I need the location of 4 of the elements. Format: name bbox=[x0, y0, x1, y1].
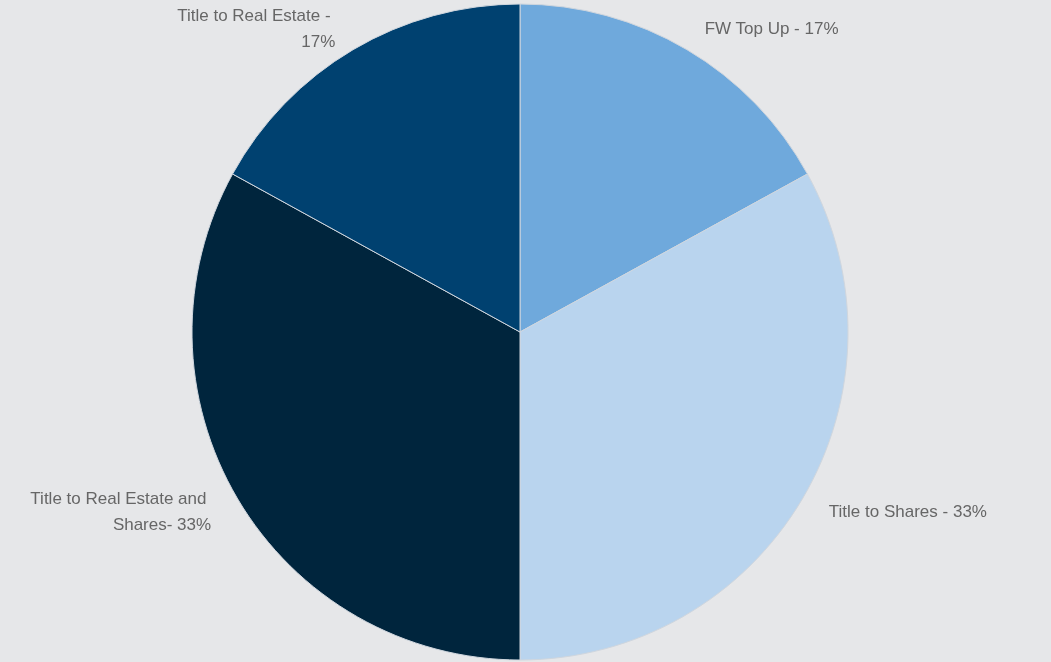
slice-label: Title to Real Estate - 17% bbox=[177, 5, 336, 51]
slice-label: FW Top Up - 17% bbox=[704, 18, 839, 38]
slice-label: Title to Real Estate and Shares- 33% bbox=[30, 489, 212, 535]
slice-label: Title to Shares - 33% bbox=[828, 502, 987, 522]
